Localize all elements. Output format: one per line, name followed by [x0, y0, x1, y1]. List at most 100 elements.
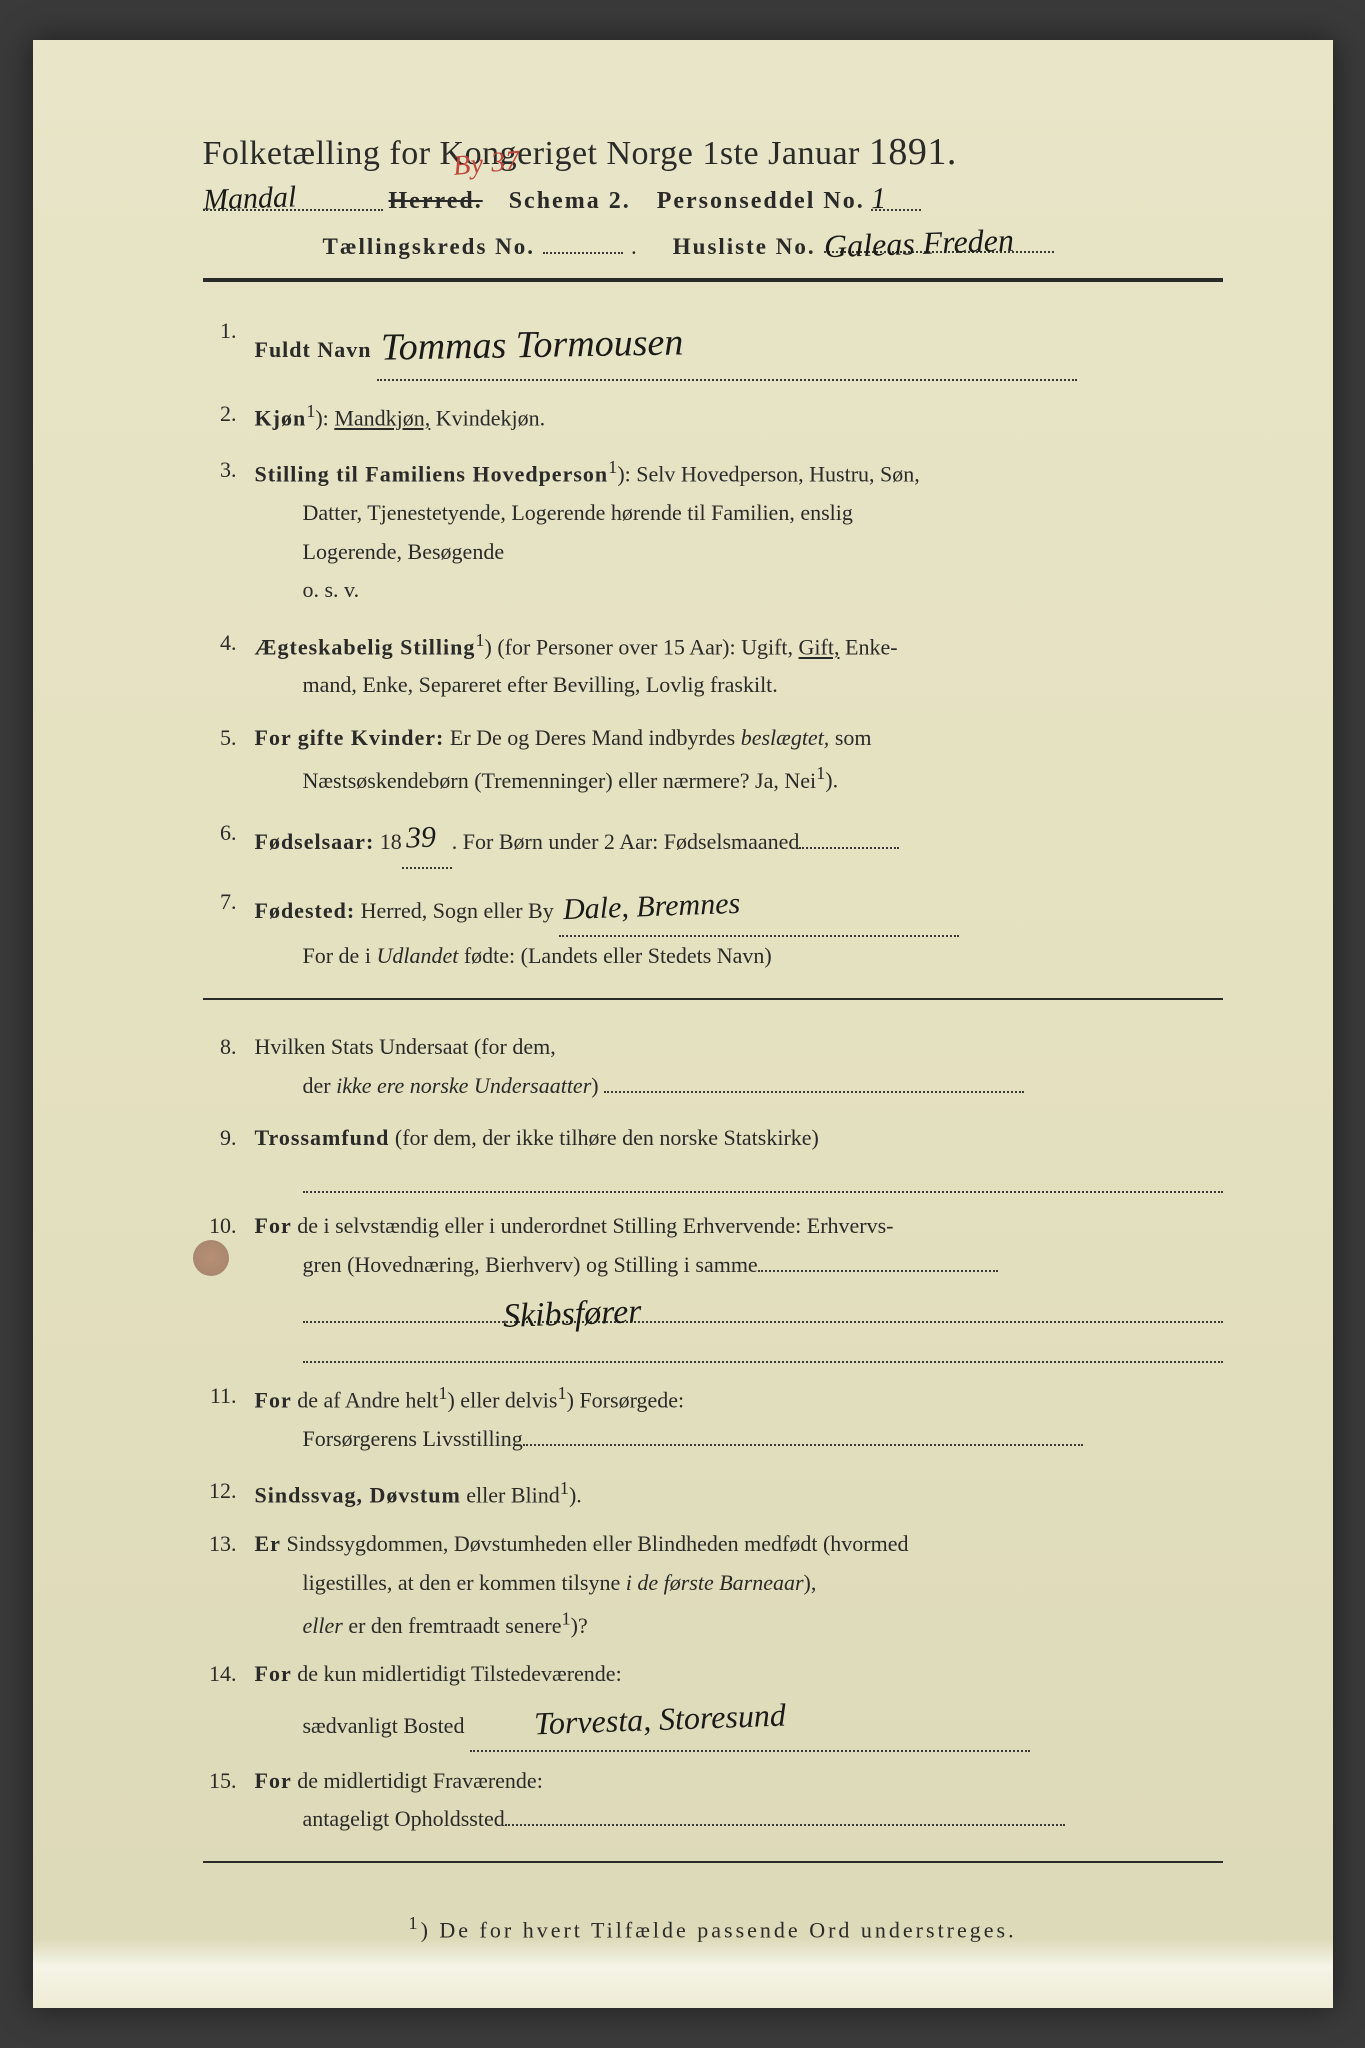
rest: de kun midlertidigt Tilstedeværende: — [292, 1661, 622, 1686]
rest: de af Andre helt — [292, 1387, 439, 1412]
line4: o. s. v. — [255, 577, 360, 602]
mid: . For Børn under 2 Aar: Fødselsmaaned — [452, 829, 800, 854]
row-label: Stilling til Familiens Hovedperson — [255, 462, 609, 487]
personseddel-value: 1 — [870, 182, 886, 217]
line3-rest: er den fremtraadt senere — [343, 1613, 562, 1638]
personseddel-label: Personseddel No. — [657, 188, 865, 215]
row-8: 8. Hvilken Stats Undersaat (for dem, der… — [203, 1028, 1223, 1105]
tail: ). — [569, 1483, 582, 1508]
line3-italic: eller — [303, 1613, 343, 1638]
rest: ): Selv Hovedperson, Hustru, Søn, — [617, 462, 919, 487]
document-page: Folketælling for Kongeriget Norge 1ste J… — [33, 40, 1333, 2008]
line2: antageligt Opholdssted — [255, 1806, 505, 1831]
sup: 1 — [306, 401, 315, 421]
row-num: 3. — [203, 451, 255, 490]
footnote-text: ) De for hvert Tilfælde passende Ord und… — [421, 1917, 1017, 1942]
provider-field — [523, 1419, 1083, 1445]
wax-seal-mark — [193, 1240, 229, 1276]
line2-post: ) — [591, 1073, 598, 1098]
row-num: 12. — [203, 1472, 255, 1511]
line2: sædvanligt Bosted — [255, 1713, 465, 1738]
divider-top — [203, 278, 1223, 282]
month-field — [799, 823, 899, 849]
line3: Logerende, Besøgende — [255, 539, 505, 564]
rest: de midlertidigt Fraværende: — [292, 1768, 543, 1793]
row-3: 3. Stilling til Familiens Hovedperson1):… — [203, 451, 1223, 609]
row-num: 6. — [203, 814, 255, 853]
italic: ikke ere norske Undersaatter — [336, 1073, 591, 1098]
line2: mand, Enke, Separeret efter Bevilling, L… — [255, 672, 778, 697]
row-7: 7. Fødested: Herred, Sogn eller By Dale,… — [203, 883, 1223, 976]
tail: )? — [571, 1613, 588, 1638]
rest: eller Blind — [461, 1483, 560, 1508]
row-10: 10. For de i selvstændig eller i underor… — [203, 1207, 1223, 1363]
italic: beslægtet, — [741, 725, 830, 750]
row-num: 5. — [203, 719, 255, 758]
row-label: Fuldt Navn — [255, 337, 372, 362]
sup: 1 — [561, 1608, 570, 1628]
line2-pre: For de i — [303, 943, 377, 968]
prefix: 18 — [374, 829, 402, 854]
herred-value: Mandal — [202, 180, 296, 217]
row-num: 13. — [203, 1525, 255, 1564]
husliste-value: Galeas Freden — [823, 222, 1014, 266]
option-selected: Gift, — [799, 634, 840, 659]
year-value: 39 — [405, 812, 437, 866]
rest: Herred, Sogn eller By — [355, 898, 554, 923]
row-num: 9. — [203, 1119, 255, 1158]
row-num: 15. — [203, 1762, 255, 1801]
occupation-field-inline — [758, 1245, 998, 1271]
husliste-label: Husliste No. — [673, 234, 816, 260]
row-label: Ægteskabelig Stilling — [255, 634, 476, 659]
tail: som — [829, 725, 871, 750]
line2-pre: ligestilles, at den er kommen tilsyne — [303, 1570, 626, 1595]
footnote-sup: 1 — [408, 1913, 420, 1933]
option-selected: Mandkjøn, — [334, 405, 430, 430]
rest: ) (for Personer over 15 Aar): Ugift, — [485, 634, 799, 659]
herred-field: Mandal — [203, 182, 383, 211]
row-num: 8. — [203, 1028, 255, 1067]
row-num: 11. — [203, 1377, 255, 1416]
whereabouts-field — [505, 1800, 1065, 1826]
birthplace-value: Dale, Bremnes — [562, 878, 741, 937]
row-label: For gifte Kvinder: — [255, 725, 445, 750]
name-value: Tommas Tormousen — [380, 309, 683, 381]
red-annotation: By 37 — [451, 145, 521, 183]
row-label: Sindssvag, Døvstum — [255, 1483, 461, 1508]
religion-field — [303, 1158, 1223, 1193]
row-label: Trossamfund — [255, 1125, 390, 1150]
sup2: 1 — [557, 1383, 566, 1403]
line1: Hvilken Stats Undersaat (for dem, — [255, 1034, 556, 1059]
row-5: 5. For gifte Kvinder: Er De og Deres Man… — [203, 719, 1223, 800]
rest: Sindssygdommen, Døvstumheden eller Blind… — [281, 1531, 909, 1556]
option-2: Kvindekjøn. — [436, 405, 545, 430]
row-label: Fødselsaar: — [255, 829, 375, 854]
tail2: ). — [825, 768, 838, 793]
title-text: Folketælling for Kongeriget Norge 1ste J… — [203, 135, 860, 172]
row-15: 15. For de midlertidigt Fraværende: anta… — [203, 1762, 1223, 1839]
divider-bottom — [203, 1861, 1223, 1863]
tail: Enke- — [840, 634, 898, 659]
sup: 1 — [816, 763, 825, 783]
row-12: 12. Sindssvag, Døvstum eller Blind1). — [203, 1472, 1223, 1515]
residence-field: Torvesta, Storesund — [470, 1694, 1030, 1752]
line2: Datter, Tjenestetyende, Logerende hørend… — [255, 500, 853, 525]
year-field: 39 — [402, 814, 452, 869]
rest: de i selvstændig eller i underordnet Sti… — [292, 1213, 894, 1238]
line2-pre: der — [303, 1073, 337, 1098]
rest: ): — [315, 405, 334, 430]
row-6: 6. Fødselsaar: 1839 . For Børn under 2 Aa… — [203, 814, 1223, 869]
row-label: Er — [255, 1531, 281, 1556]
subtitle-row-1: Mandal Herred. Schema 2. Personseddel No… — [203, 182, 1223, 215]
main-title: Folketælling for Kongeriget Norge 1ste J… — [203, 130, 1223, 174]
rest: Er De og Deres Mand indbyrdes — [444, 725, 740, 750]
occupation-field: Skibsfører — [303, 1288, 1223, 1323]
schema-label: Schema 2. — [509, 188, 631, 215]
row-label: For — [255, 1213, 292, 1238]
row-11: 11. For de af Andre helt1) eller delvis1… — [203, 1377, 1223, 1459]
occupation-field-2 — [303, 1327, 1223, 1362]
line2: Forsørgerens Livsstilling — [255, 1426, 523, 1451]
sup: 1 — [560, 1478, 569, 1498]
name-field: Tommas Tormousen — [377, 312, 1077, 381]
footnote: 1) De for hvert Tilfælde passende Ord un… — [203, 1913, 1223, 1943]
